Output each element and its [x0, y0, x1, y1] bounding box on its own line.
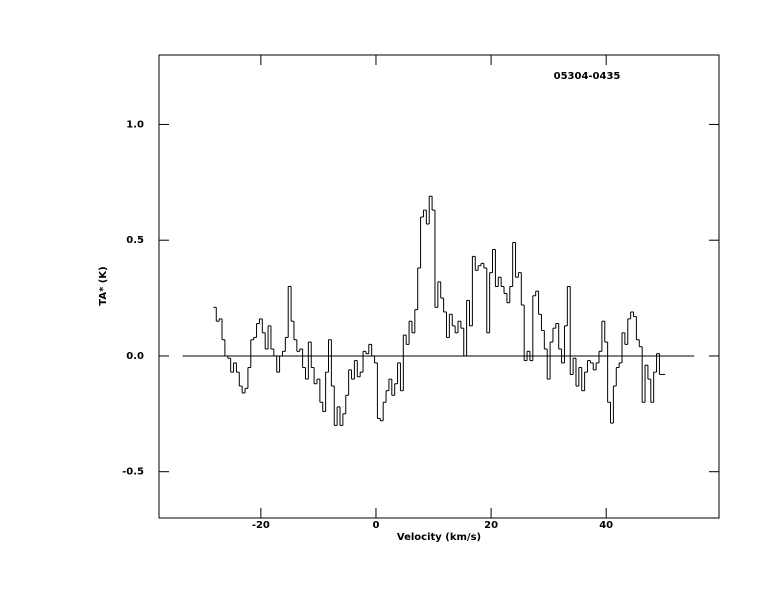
y-axis-label: TA* (K) — [98, 266, 109, 305]
x-tick-label: 0 — [372, 520, 379, 531]
plot-frame — [158, 54, 720, 519]
y-tick-label: -0.5 — [122, 467, 144, 478]
y-tick-label: 0.0 — [126, 351, 144, 362]
x-tick-label: -20 — [252, 520, 270, 531]
x-tick-label: 40 — [599, 520, 613, 531]
y-tick-label: 0.5 — [126, 235, 144, 246]
y-tick-label: 1.0 — [126, 119, 144, 130]
x-axis-label: Velocity (km/s) — [397, 532, 481, 543]
chart-title: 05304-0435 — [554, 71, 621, 82]
x-tick-label: 20 — [484, 520, 498, 531]
